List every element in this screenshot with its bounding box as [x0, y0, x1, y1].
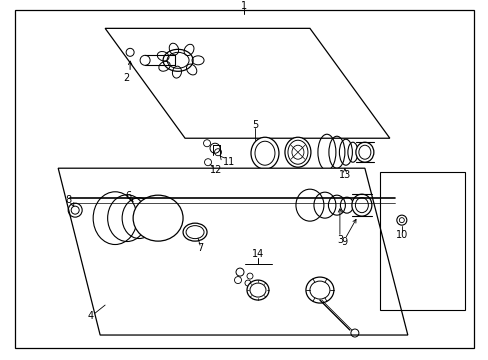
Text: 12: 12	[209, 165, 222, 175]
Ellipse shape	[246, 280, 268, 300]
Text: 14: 14	[251, 249, 264, 259]
Polygon shape	[105, 28, 389, 138]
Text: 8: 8	[65, 195, 71, 205]
Ellipse shape	[183, 223, 206, 241]
Text: 4: 4	[87, 311, 93, 321]
Polygon shape	[58, 168, 407, 335]
Text: 2: 2	[123, 73, 129, 83]
Text: 9: 9	[341, 237, 347, 247]
Polygon shape	[15, 10, 473, 348]
Text: 11: 11	[223, 157, 235, 167]
Text: 1: 1	[241, 1, 246, 12]
Text: 3: 3	[336, 235, 342, 245]
Ellipse shape	[133, 195, 183, 241]
Ellipse shape	[355, 142, 373, 162]
Text: 6: 6	[125, 191, 131, 201]
Ellipse shape	[285, 137, 310, 167]
Text: 5: 5	[251, 120, 258, 130]
Text: 10: 10	[395, 230, 407, 240]
Text: 7: 7	[197, 243, 203, 253]
Ellipse shape	[351, 194, 371, 216]
Ellipse shape	[305, 277, 333, 303]
Text: 13: 13	[338, 170, 350, 180]
Ellipse shape	[250, 137, 278, 169]
